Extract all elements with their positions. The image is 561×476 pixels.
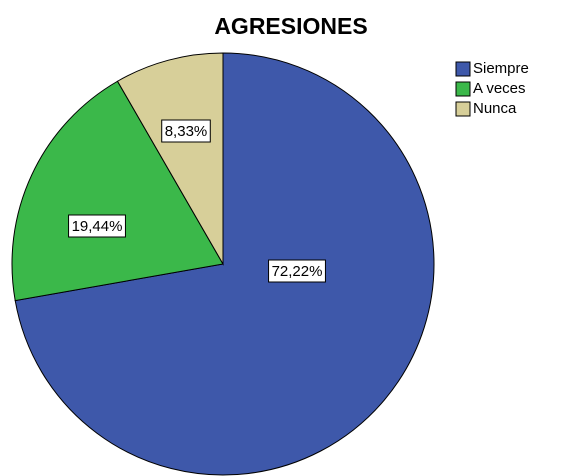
pie-slice [11, 80, 224, 302]
pie-slice [14, 52, 435, 476]
pie-slice [116, 52, 224, 266]
legend-label: Nunca [473, 100, 517, 117]
value-label-box [268, 259, 326, 283]
chart-title: AGRESIONES [214, 13, 367, 39]
legend-swatch [455, 61, 471, 77]
value-label: 72,22% [272, 263, 323, 280]
legend-swatch [455, 81, 471, 97]
value-label-box [68, 214, 126, 238]
value-label: 8,33% [165, 123, 208, 140]
legend-swatch [455, 101, 471, 117]
value-label-box [161, 119, 211, 143]
legend-label: A veces [473, 80, 526, 97]
legend-label: Siempre [473, 60, 529, 77]
value-label: 19,44% [72, 218, 123, 235]
